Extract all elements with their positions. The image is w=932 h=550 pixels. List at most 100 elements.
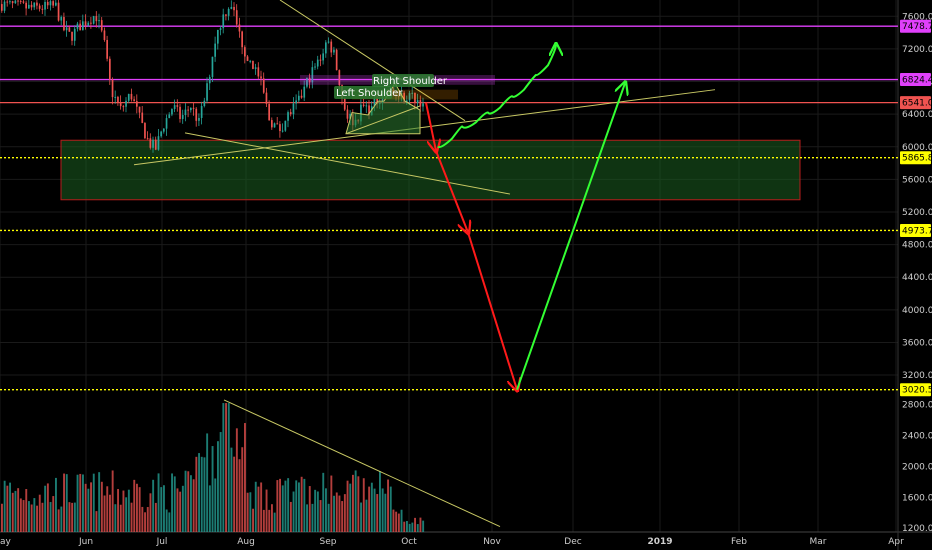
volume-bar bbox=[273, 512, 276, 532]
candle-body bbox=[419, 100, 422, 107]
price-tick-label: 5600.0 bbox=[902, 175, 932, 185]
candle-body bbox=[217, 29, 219, 44]
volume-bar bbox=[68, 502, 71, 532]
volume-bar bbox=[46, 483, 49, 532]
time-tick-label: Dec bbox=[564, 537, 581, 547]
candle-body bbox=[422, 103, 424, 107]
volume-bar bbox=[373, 488, 376, 532]
volume-bar bbox=[265, 489, 268, 532]
volume-bar bbox=[400, 509, 403, 532]
candle-body bbox=[114, 96, 117, 98]
candle-body bbox=[9, 1, 11, 3]
volume-bar bbox=[408, 523, 411, 532]
candle-body bbox=[76, 23, 79, 29]
price-tag bbox=[900, 151, 931, 165]
volume-bar bbox=[254, 481, 257, 532]
left-shoulder-label: Left Shoulder bbox=[336, 88, 403, 99]
price-tick-label: 6000.0 bbox=[902, 143, 932, 153]
candle-body bbox=[195, 108, 198, 121]
volume-bar bbox=[173, 476, 176, 532]
volume-bar bbox=[114, 504, 117, 532]
volume-bar bbox=[122, 490, 125, 532]
volume-bar bbox=[95, 511, 98, 532]
falling-resistance-line bbox=[279, 0, 466, 122]
candle-body bbox=[249, 60, 252, 62]
candle-body bbox=[28, 4, 30, 9]
candle-body bbox=[292, 103, 295, 115]
volume-bar bbox=[235, 428, 238, 532]
volume-bar bbox=[36, 505, 38, 532]
candle-body bbox=[141, 112, 144, 123]
candle-body bbox=[408, 93, 411, 101]
candle-body bbox=[36, 2, 38, 6]
volume-bar bbox=[343, 494, 346, 532]
candle-body bbox=[262, 78, 265, 93]
candle-body bbox=[343, 98, 346, 110]
volume-bar bbox=[192, 479, 195, 532]
volume-bar bbox=[300, 476, 303, 532]
volume-bar bbox=[414, 517, 416, 532]
candle-body bbox=[165, 118, 168, 129]
candle-body bbox=[111, 79, 114, 98]
volume-bar bbox=[195, 456, 198, 532]
candle-body bbox=[416, 100, 419, 103]
candle-body bbox=[3, 1, 6, 11]
volume-bar bbox=[106, 486, 109, 532]
candle-body bbox=[49, 1, 52, 6]
volume-bar bbox=[55, 477, 57, 532]
volume-bar bbox=[71, 502, 74, 532]
volume-bar bbox=[133, 479, 136, 532]
volume-bar bbox=[419, 517, 422, 532]
falling-support-line bbox=[184, 132, 511, 195]
candle-body bbox=[214, 43, 216, 57]
price-tag-label: 5865.8 bbox=[902, 154, 932, 164]
volume-bar bbox=[179, 491, 182, 532]
volume-bar bbox=[338, 495, 341, 532]
candle-body bbox=[133, 99, 135, 102]
candle-body bbox=[160, 131, 162, 137]
candle-body bbox=[11, 1, 14, 4]
volume-bar bbox=[306, 504, 308, 532]
volume-bar bbox=[125, 497, 128, 532]
volume-bar bbox=[233, 456, 236, 532]
price-tick-label: 3200.0 bbox=[902, 371, 932, 381]
candle-body bbox=[260, 76, 262, 79]
candle-body bbox=[55, 2, 57, 6]
volume-bar bbox=[149, 493, 152, 532]
candle-body bbox=[130, 93, 133, 100]
candle-body bbox=[238, 24, 241, 32]
candle-body bbox=[79, 23, 81, 31]
volume-bar bbox=[268, 509, 271, 532]
volume-bar bbox=[357, 476, 360, 532]
volume-bar bbox=[60, 506, 63, 532]
candle-body bbox=[173, 105, 176, 109]
candle-body bbox=[381, 96, 384, 104]
time-axis: ay Jun Jul Aug Sep Oct Nov Dec 2019 Feb Mar Apr bbox=[0, 537, 904, 547]
volume-bar bbox=[136, 483, 138, 532]
candle-body bbox=[84, 21, 87, 26]
candle-body bbox=[163, 128, 165, 132]
candle-body bbox=[298, 95, 300, 101]
volume-bar bbox=[198, 453, 200, 532]
candle-body bbox=[103, 30, 106, 40]
bear-projection-arrow bbox=[425, 102, 436, 151]
volume-bar bbox=[422, 520, 425, 532]
volume-bar bbox=[403, 521, 406, 532]
candle-body bbox=[98, 20, 100, 22]
volume-bar bbox=[84, 483, 87, 532]
volume-bar bbox=[25, 489, 28, 532]
price-tick-label: 7600.0 bbox=[902, 12, 932, 22]
time-tick-label: Mar bbox=[810, 537, 827, 547]
candle-body bbox=[149, 138, 152, 148]
volume-bar bbox=[141, 506, 144, 532]
volume-bar bbox=[246, 492, 249, 532]
candle-body bbox=[308, 77, 311, 83]
candle-body bbox=[52, 1, 54, 6]
volume-bar bbox=[208, 485, 211, 532]
volume-bar bbox=[354, 470, 357, 532]
price-tag-label: 6541.0 bbox=[902, 99, 932, 109]
candle-body bbox=[365, 105, 368, 107]
candle-body bbox=[306, 77, 308, 87]
candle-body bbox=[276, 123, 279, 125]
